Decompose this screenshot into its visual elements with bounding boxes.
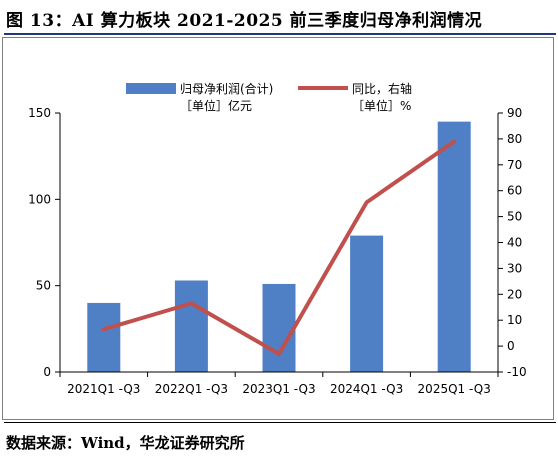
left-axis: 0 50 100 150 [28,106,61,379]
legend-bar-label: 归母净利润(合计) [180,81,273,96]
left-tick-label: 100 [28,192,51,206]
x-tick-label: 2025Q1 -Q3 [418,382,491,396]
x-axis: 2021Q1 -Q3 2022Q1 -Q3 2023Q1 -Q3 2024Q1 -Q3… [59,371,499,396]
left-tick-label: 50 [36,279,51,293]
bar [174,280,208,372]
right-tick-label: 30 [507,261,522,275]
x-tick-label: 2021Q1 -Q3 [67,382,140,396]
legend-line-label: 同比，右轴 [352,81,412,96]
source-rule [4,422,556,423]
x-tick-label: 2022Q1 -Q3 [155,382,228,396]
x-tick-label: 2023Q1 -Q3 [242,382,315,396]
bar [262,283,296,372]
right-axis: -10 0 10 20 30 40 50 60 70 80 90 [497,106,527,379]
right-tick-label: 70 [507,158,522,172]
left-tick-label: 150 [28,106,51,120]
bar [350,235,384,372]
legend-line-unit: ［单位］% [352,98,411,113]
right-tick-label: 50 [507,210,522,224]
line-series [101,139,457,356]
right-tick-label: 40 [507,236,522,250]
title-rule [4,33,556,35]
bar [437,121,471,372]
yoy-line [101,139,457,356]
legend-bar-unit: ［单位］亿元 [180,98,252,113]
right-tick-label: 60 [507,184,522,198]
right-tick-label: 10 [507,313,522,327]
left-tick-label: 0 [43,365,51,379]
bar [87,302,121,372]
legend: 归母净利润(合计) ［单位］亿元 同比，右轴 ［单位］% [126,81,412,113]
right-tick-label: -10 [507,365,527,379]
source-note: 数据来源：Wind，华龙证券研究所 [6,434,245,452]
x-tick-label: 2024Q1 -Q3 [330,382,403,396]
chart-frame [2,37,554,420]
right-tick-label: 20 [507,287,522,301]
right-tick-label: 80 [507,132,522,146]
legend-bar-swatch [126,83,176,94]
figure-title: 图 13：AI 算力板块 2021-2025 前三季度归母净利润情况 [6,11,483,31]
right-tick-label: 0 [507,339,515,353]
right-tick-label: 90 [507,106,522,120]
bar-series [87,121,471,372]
